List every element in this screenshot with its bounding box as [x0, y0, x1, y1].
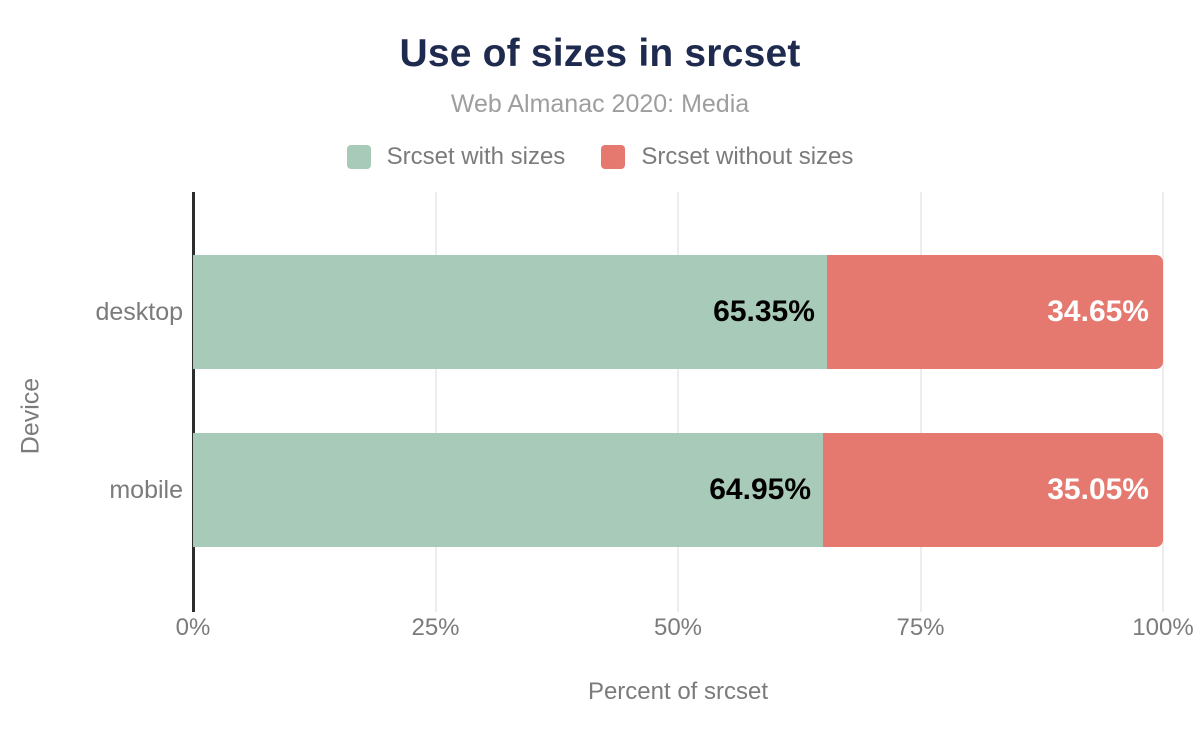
x-tick-label-25: 25% — [411, 614, 460, 641]
bar-segment-mobile-2: 35.05% — [823, 433, 1163, 547]
x-tick-label-100: 100% — [1132, 614, 1194, 641]
bar-value-label: 35.05% — [1047, 473, 1149, 506]
legend: Srcset with sizes Srcset without sizes — [0, 143, 1200, 171]
legend-swatch-icon — [346, 145, 371, 169]
legend-label: Srcset with sizes — [386, 143, 566, 170]
y-axis-title: Device — [16, 377, 45, 455]
gridline — [677, 192, 679, 612]
bar-row-mobile: 64.95% 35.05% — [193, 433, 1163, 547]
category-label-desktop: desktop — [95, 298, 183, 326]
legend-item-1: Srcset with sizes — [346, 143, 566, 171]
y-axis-line — [192, 192, 195, 612]
gridline — [919, 192, 922, 612]
bar-value-label: 65.35% — [713, 295, 815, 328]
x-tick-label-75: 75% — [896, 614, 945, 641]
x-axis-title: Percent of srcset — [587, 678, 769, 705]
gridline — [1162, 192, 1164, 612]
bar-value-label: 64.95% — [709, 473, 811, 506]
plot-area: 65.35% 34.65% 64.95% 35.05% — [192, 192, 1164, 612]
legend-label: Srcset without sizes — [641, 143, 854, 170]
category-label-mobile: mobile — [109, 476, 183, 504]
bar-row-desktop: 65.35% 34.65% — [193, 255, 1163, 369]
chart-title: Use of sizes in srcset — [399, 32, 801, 75]
chart-subtitle: Web Almanac 2020: Media — [450, 90, 750, 118]
legend-item-2: Srcset without sizes — [601, 143, 853, 171]
bar-segment-desktop-2: 34.65% — [826, 255, 1163, 369]
x-tick-label-0: 0% — [175, 614, 211, 641]
bar-value-label: 34.65% — [1047, 295, 1149, 328]
bar-segment-desktop-1: 65.35% — [193, 255, 827, 369]
gridline — [434, 192, 437, 612]
legend-swatch-icon — [601, 145, 626, 169]
bar-segment-mobile-1: 64.95% — [193, 433, 823, 547]
x-tick-label-50: 50% — [653, 614, 703, 641]
